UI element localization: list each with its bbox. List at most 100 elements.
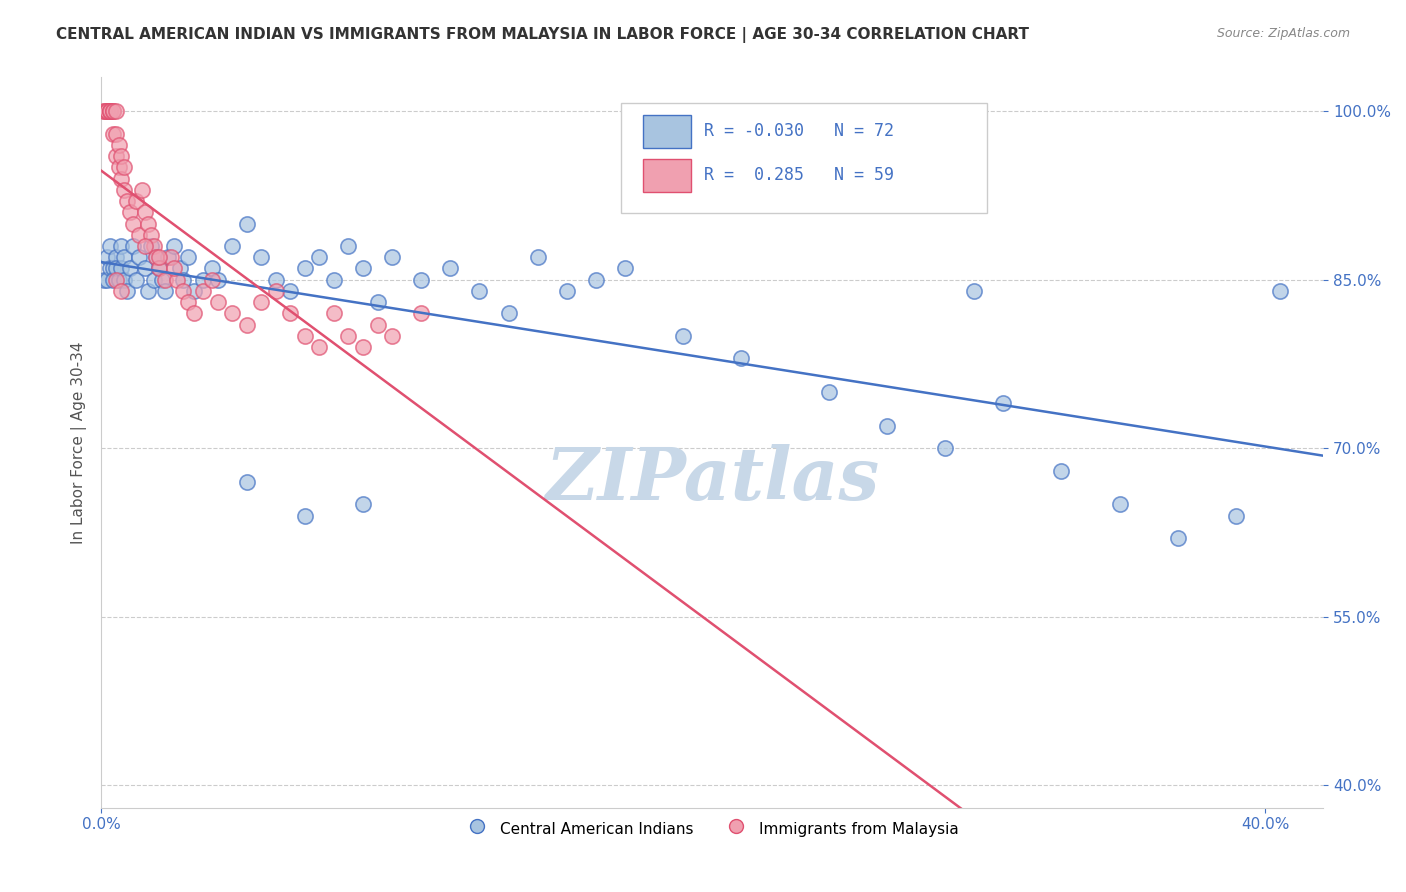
FancyBboxPatch shape xyxy=(643,115,692,148)
Point xyxy=(526,250,548,264)
Point xyxy=(112,161,135,175)
Point xyxy=(166,273,188,287)
Point xyxy=(110,171,132,186)
Text: CENTRAL AMERICAN INDIAN VS IMMIGRANTS FROM MALAYSIA IN LABOR FORCE | AGE 30-34 C: CENTRAL AMERICAN INDIAN VS IMMIGRANTS FR… xyxy=(56,27,1029,43)
Point xyxy=(112,250,135,264)
Point xyxy=(172,273,194,287)
Point xyxy=(104,261,127,276)
Point xyxy=(104,273,127,287)
Point xyxy=(96,250,118,264)
Point xyxy=(153,273,176,287)
Point xyxy=(93,273,115,287)
Point xyxy=(148,261,170,276)
Point xyxy=(153,284,176,298)
Point xyxy=(112,273,135,287)
Point xyxy=(294,508,316,523)
Point xyxy=(104,104,127,119)
Point xyxy=(98,261,121,276)
Point xyxy=(142,239,165,253)
Point xyxy=(98,104,121,119)
Point xyxy=(134,205,156,219)
Point xyxy=(160,250,183,264)
Point xyxy=(148,250,170,264)
Point xyxy=(235,217,257,231)
Point xyxy=(107,161,129,175)
Point xyxy=(322,273,344,287)
Point xyxy=(107,137,129,152)
Point xyxy=(876,418,898,433)
Point xyxy=(294,329,316,343)
Point xyxy=(101,104,124,119)
Point xyxy=(101,273,124,287)
Point xyxy=(150,273,173,287)
Point xyxy=(177,250,200,264)
Point xyxy=(264,284,287,298)
Point xyxy=(110,239,132,253)
Legend: Central American Indians, Immigrants from Malaysia: Central American Indians, Immigrants fro… xyxy=(458,814,966,844)
Point xyxy=(439,261,461,276)
Point xyxy=(934,441,956,455)
Point xyxy=(120,205,142,219)
Point xyxy=(498,306,520,320)
Point xyxy=(235,475,257,489)
Point xyxy=(1050,464,1073,478)
Point xyxy=(101,127,124,141)
Point xyxy=(191,273,214,287)
Point xyxy=(201,273,224,287)
Point xyxy=(107,273,129,287)
Point xyxy=(468,284,491,298)
Point xyxy=(183,306,205,320)
Point xyxy=(98,104,121,119)
Text: Source: ZipAtlas.com: Source: ZipAtlas.com xyxy=(1216,27,1350,40)
Text: R = -0.030   N = 72: R = -0.030 N = 72 xyxy=(703,122,894,140)
Point xyxy=(117,194,139,208)
Point xyxy=(308,340,330,354)
Point xyxy=(337,329,360,343)
Point xyxy=(207,273,229,287)
Point xyxy=(157,250,180,264)
Point xyxy=(308,250,330,264)
Point xyxy=(117,284,139,298)
Point xyxy=(963,284,986,298)
Point xyxy=(613,261,636,276)
Point xyxy=(278,284,301,298)
Point xyxy=(112,183,135,197)
Point xyxy=(381,250,404,264)
Point xyxy=(96,104,118,119)
Point xyxy=(191,284,214,298)
Point xyxy=(381,329,404,343)
Point xyxy=(221,306,243,320)
Point xyxy=(128,250,150,264)
Y-axis label: In Labor Force | Age 30-34: In Labor Force | Age 30-34 xyxy=(72,342,87,544)
Point xyxy=(183,284,205,298)
Point xyxy=(101,104,124,119)
Point xyxy=(139,227,162,242)
Point xyxy=(1268,284,1291,298)
Point xyxy=(352,340,374,354)
Point xyxy=(96,104,118,119)
Point xyxy=(278,306,301,320)
Point xyxy=(672,329,695,343)
Point xyxy=(122,217,145,231)
Point xyxy=(98,104,121,119)
Point xyxy=(585,273,607,287)
Point xyxy=(207,295,229,310)
Point xyxy=(142,273,165,287)
Point xyxy=(134,239,156,253)
Point xyxy=(1225,508,1247,523)
Point xyxy=(817,385,839,400)
Point xyxy=(93,104,115,119)
Point xyxy=(101,261,124,276)
Point xyxy=(93,104,115,119)
Point xyxy=(169,261,191,276)
Point xyxy=(131,183,153,197)
Point xyxy=(250,295,273,310)
Point xyxy=(235,318,257,332)
Point xyxy=(367,318,389,332)
Point xyxy=(98,239,121,253)
Point xyxy=(96,273,118,287)
Point xyxy=(1108,497,1130,511)
Point xyxy=(128,227,150,242)
Point xyxy=(110,149,132,163)
Point xyxy=(172,284,194,298)
